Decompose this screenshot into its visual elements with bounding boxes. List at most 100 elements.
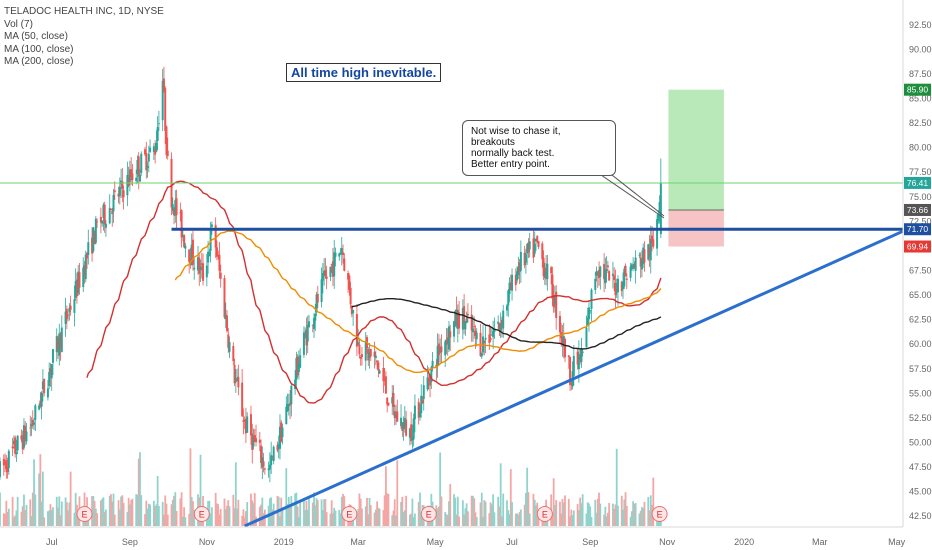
volume-bar	[29, 499, 32, 526]
candle	[567, 355, 570, 369]
candle	[33, 418, 36, 430]
volume-bar	[589, 506, 592, 526]
volume-bar	[588, 503, 590, 526]
candle	[34, 403, 37, 432]
earnings-marker[interactable]: E	[536, 506, 553, 522]
volume-bar	[392, 510, 395, 526]
headline-annotation[interactable]: All time high inevitable.	[286, 63, 442, 82]
volume-bar	[615, 448, 618, 526]
volume-bar	[57, 507, 59, 526]
earnings-marker[interactable]: E	[651, 506, 668, 522]
volume-bar	[571, 515, 574, 526]
candle	[528, 232, 531, 258]
volume-bar	[537, 514, 540, 526]
candle	[131, 164, 134, 187]
candle	[251, 423, 254, 464]
volume-bar	[117, 500, 120, 526]
legend-ma50[interactable]: MA (50, close)	[4, 31, 68, 42]
candle	[294, 370, 297, 395]
y-tick-label: 62.50	[909, 315, 932, 325]
candle	[289, 390, 292, 420]
candle	[532, 230, 535, 263]
volume-bar	[499, 463, 502, 526]
price-label: 76.41	[904, 176, 931, 189]
candle	[113, 181, 116, 201]
candle	[74, 268, 77, 301]
volume-bar	[634, 503, 637, 526]
volume-bar	[472, 495, 474, 526]
drawn-lines[interactable]	[0, 163, 904, 528]
x-tick-label: May	[427, 537, 445, 547]
volume-bar	[6, 511, 9, 526]
legend-ma200[interactable]: MA (200, close)	[4, 56, 74, 67]
candle	[339, 247, 342, 255]
candle	[83, 261, 86, 284]
candle	[166, 137, 169, 160]
candle	[625, 273, 628, 290]
candle	[315, 291, 318, 316]
legend-symbol[interactable]: TELADOC HEALTH INC, 1D, NYSE	[4, 6, 164, 17]
volume-bar	[630, 511, 633, 526]
volume-bar	[391, 515, 394, 526]
candle	[471, 315, 474, 342]
volume-bar	[405, 495, 407, 526]
candle	[101, 220, 104, 227]
volume-bar	[210, 507, 213, 526]
volume-bar	[11, 496, 14, 526]
volume-bar	[173, 495, 175, 526]
candle	[205, 253, 208, 287]
candle	[505, 303, 508, 317]
volume-bar	[118, 509, 121, 526]
volume-bar	[4, 513, 6, 526]
ascending-trendline[interactable]	[244, 229, 904, 528]
volume-bar	[92, 496, 95, 526]
long-position-tool[interactable]	[668, 89, 724, 247]
volume-bar	[624, 492, 627, 526]
candle	[237, 364, 240, 396]
earnings-marker[interactable]: E	[76, 506, 93, 522]
candle	[402, 416, 405, 441]
candle	[490, 327, 493, 336]
candle	[498, 322, 501, 337]
volume-bar	[112, 493, 115, 526]
position-profit-zone[interactable]	[668, 89, 724, 210]
candle	[350, 305, 353, 318]
earnings-marker[interactable]: E	[193, 506, 210, 522]
candle	[518, 258, 521, 285]
volume-bar	[158, 506, 160, 526]
candle	[589, 310, 592, 314]
candlesticks	[0, 66, 662, 483]
candle	[60, 315, 63, 353]
legend-volume[interactable]: Vol (7)	[4, 18, 33, 30]
candle	[295, 351, 298, 388]
candle	[393, 404, 396, 426]
volume-bar	[325, 512, 328, 526]
volume-bar	[227, 500, 230, 526]
volume-bar	[137, 458, 140, 526]
candle	[233, 358, 236, 386]
volume-bar	[551, 512, 554, 526]
candle	[145, 141, 148, 179]
earnings-marker[interactable]: E	[341, 506, 358, 522]
volume-bar	[382, 510, 385, 526]
candle	[543, 262, 546, 285]
candle	[595, 266, 598, 282]
candle	[358, 339, 361, 359]
volume-bar	[448, 501, 450, 526]
volume-bar	[369, 505, 372, 526]
candle	[413, 394, 416, 433]
volume-bar	[316, 500, 319, 526]
volume-bar	[366, 497, 368, 526]
candle	[161, 68, 164, 132]
volume-bar	[193, 509, 196, 526]
earnings-marker[interactable]: E	[420, 506, 437, 522]
candle	[508, 277, 511, 303]
volume-bar	[579, 497, 582, 526]
candle	[313, 313, 316, 338]
candle	[93, 230, 96, 244]
candle	[64, 297, 67, 337]
callout-annotation[interactable]: Not wise to chase it, breakouts normally…	[462, 120, 616, 176]
legend-ma100[interactable]: MA (100, close)	[4, 43, 74, 55]
